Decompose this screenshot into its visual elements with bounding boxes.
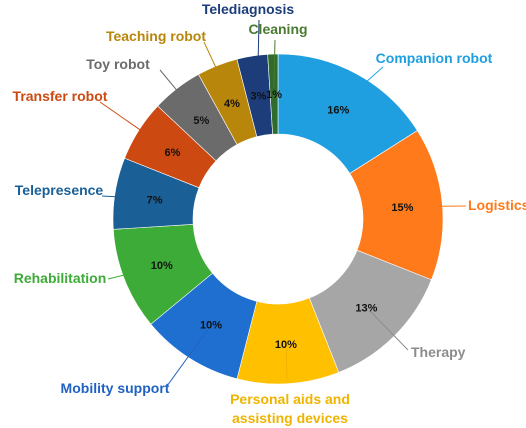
- leader-line-logistics: [408, 205, 467, 208]
- percent-label-companion-robot: 16%: [327, 104, 349, 116]
- percent-labels-group: 16% 15% 13% 10% 10% 10% 7% 6% 5% 4% 3% 1%: [147, 89, 414, 351]
- category-label-telediagnosis: Telediagnosis: [202, 1, 295, 17]
- leader-lines-group: [99, 19, 467, 387]
- leader-line-teaching-robot: [203, 41, 231, 98]
- category-label-rehabilitation: Rehabilitation: [14, 270, 107, 286]
- category-label-companion-robot: Companion robot: [376, 50, 493, 66]
- category-label-teaching-robot: Teaching robot: [106, 28, 206, 44]
- category-label-logistics: Logistics: [468, 197, 526, 213]
- slices-group: [112, 53, 444, 385]
- leader-line-therapy: [370, 311, 409, 351]
- percent-label-therapy: 13%: [355, 302, 377, 314]
- leader-line-transfer-robot: [99, 101, 168, 150]
- percent-label-personal-aids-and-assisting-devices: 10%: [275, 339, 297, 351]
- leader-line-telepresence: [101, 195, 149, 200]
- percent-label-mobility-support: 10%: [200, 320, 222, 332]
- percent-label-rehabilitation: 10%: [151, 260, 173, 272]
- percent-label-toy-robot: 5%: [193, 115, 209, 127]
- leader-line-mobility-support: [166, 329, 209, 387]
- leader-line-toy-robot: [159, 69, 199, 116]
- percent-label-teaching-robot: 4%: [224, 98, 240, 110]
- leader-line-companion-robot: [340, 66, 384, 105]
- category-label-therapy: Therapy: [411, 344, 466, 360]
- leader-line-cleaning: [273, 39, 276, 89]
- category-labels-group: Companion robot Logistics Therapy Personal …: [13, 1, 526, 426]
- category-label-transfer-robot: Transfer robot: [13, 88, 108, 104]
- leader-line-personal-aids-and-assisting-devices: [285, 349, 288, 381]
- category-label-toy-robot: Toy robot: [86, 56, 150, 72]
- percent-label-transfer-robot: 6%: [165, 147, 181, 159]
- leader-line-rehabilitation: [107, 266, 157, 280]
- category-label-personal-aids-and-assisting-devices: Personal aids and assisting devices: [230, 391, 350, 426]
- percent-label-logistics: 15%: [391, 202, 413, 214]
- category-label-mobility-support: Mobility support: [61, 380, 170, 396]
- percent-label-telediagnosis: 3%: [250, 91, 266, 103]
- leader-line-telediagnosis: [257, 19, 260, 90]
- category-label-cleaning: Cleaning: [248, 21, 307, 37]
- percent-label-telepresence: 7%: [147, 194, 163, 206]
- percent-label-cleaning: 1%: [266, 89, 282, 101]
- slice-cleaning: [267, 53, 279, 135]
- category-label-telepresence: Telepresence: [15, 182, 104, 198]
